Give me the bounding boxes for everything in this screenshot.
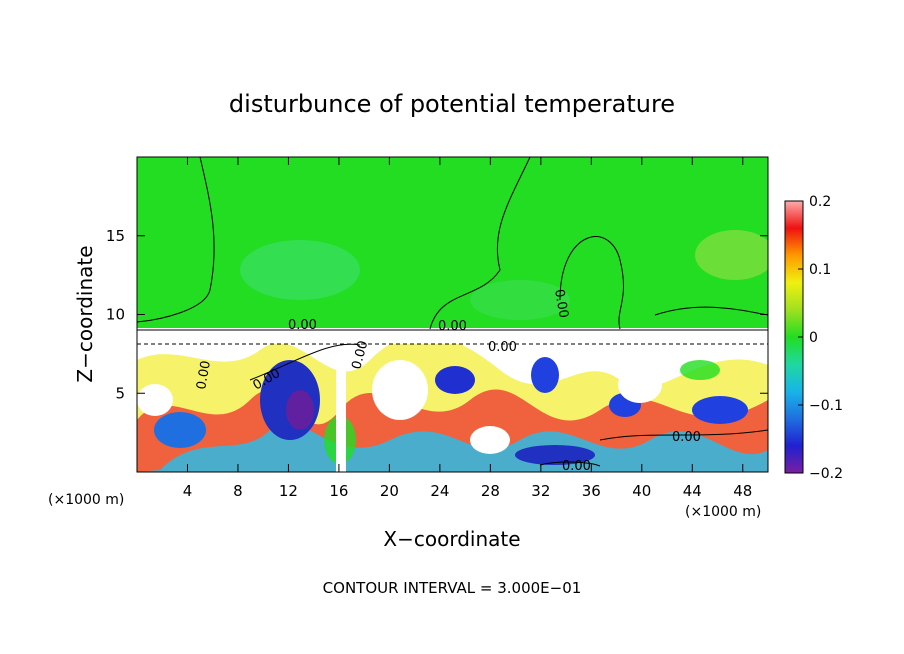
field-patch — [240, 240, 360, 300]
x-unit-right: (×1000 m) — [685, 504, 761, 520]
contour-label: 0.00 — [288, 318, 317, 333]
contour-label: 0.00 — [194, 360, 214, 391]
x-axis-label: X−coordinate — [383, 527, 520, 551]
chart-title: disturbunce of potential temperature — [229, 90, 675, 118]
x-tick-label: 36 — [582, 482, 601, 500]
contour-lines — [137, 157, 768, 467]
contour-label: 0.00 — [349, 339, 371, 371]
x-tick-label: 32 — [531, 482, 550, 500]
colorbar-tick-label: 0 — [809, 330, 818, 346]
x-tick-label: 40 — [632, 482, 651, 500]
colorbar-axis: 0.2 0.1 0 −0.1 −0.2 — [798, 194, 843, 482]
contour-label: 0.00 — [551, 288, 571, 319]
field-patch — [470, 280, 570, 320]
x-tick-label: 16 — [329, 482, 348, 500]
colorbar-tick-label: −0.2 — [809, 466, 843, 482]
turbulent-layer — [137, 334, 768, 472]
colorbar-tick-label: 0.1 — [809, 262, 831, 278]
x-tick-label: 24 — [430, 482, 449, 500]
x-tick-label: 28 — [481, 482, 500, 500]
x-axis: 4 8 12 16 20 24 28 32 36 40 44 48 — [183, 157, 752, 500]
contour-label: 0.00 — [562, 459, 591, 474]
colorbar-tick-label: 0.2 — [809, 194, 831, 210]
contour-interval-note: CONTOUR INTERVAL = 3.000E−01 — [323, 579, 582, 597]
plot-area — [137, 157, 768, 472]
x-tick-label: 44 — [683, 482, 702, 500]
x-unit-left: (×1000 m) — [48, 492, 124, 508]
contour-label: 0.00 — [488, 340, 517, 355]
y-tick-label: 15 — [106, 227, 125, 245]
x-tick-label: 4 — [183, 482, 193, 500]
inversion-band — [137, 328, 768, 344]
contour-label: 0.00 — [438, 319, 467, 334]
contour-label: 0.00 — [672, 430, 701, 445]
field-patch — [695, 230, 768, 280]
y-axis: 5 10 15 — [106, 227, 768, 402]
y-axis-label: Z−coordinate — [73, 245, 97, 382]
x-tick-label: 48 — [733, 482, 752, 500]
x-tick-label: 8 — [233, 482, 243, 500]
y-tick-label: 10 — [106, 306, 125, 324]
x-tick-label: 20 — [380, 482, 399, 500]
x-tick-label: 12 — [279, 482, 298, 500]
y-tick-label: 5 — [115, 384, 125, 402]
colorbar-tick-label: −0.1 — [809, 398, 843, 414]
